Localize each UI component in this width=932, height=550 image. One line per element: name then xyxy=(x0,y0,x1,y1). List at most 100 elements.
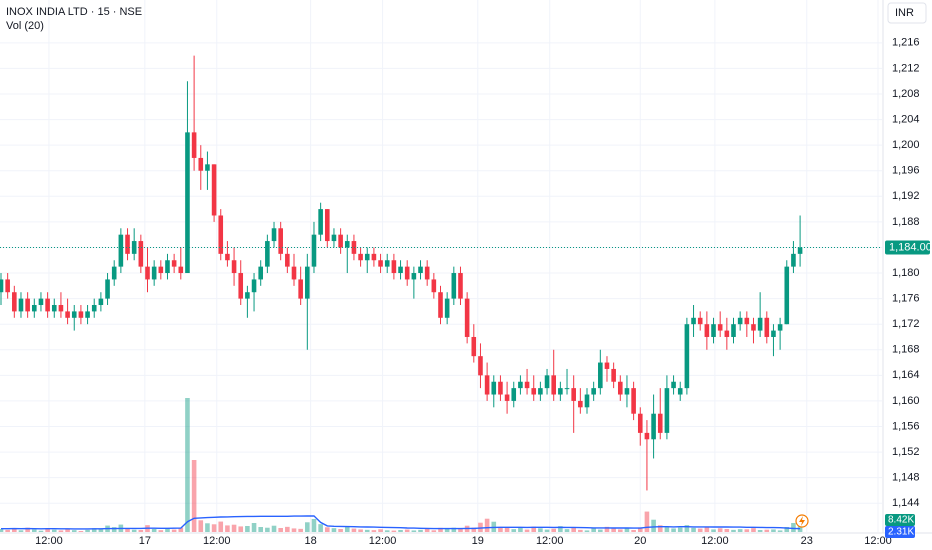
volume-title: Vol (20) xyxy=(6,20,44,32)
y-tick-label: 1,144 xyxy=(892,497,920,509)
candle-body xyxy=(51,305,57,312)
volume-bar xyxy=(138,530,144,532)
volume-bar xyxy=(424,528,430,532)
volume-bar xyxy=(151,529,157,532)
axes: 1,144 1,148 1,152 1,156 1,160 1,164 1,168 1,172… xyxy=(35,37,932,547)
volume-bar xyxy=(231,524,237,532)
candle-body xyxy=(684,324,690,389)
candle-body xyxy=(651,413,656,440)
y-tick-label: 1,192 xyxy=(892,190,920,202)
candle-body xyxy=(398,266,403,274)
candle-body xyxy=(464,298,470,337)
volume-bar xyxy=(637,527,643,532)
candle-body xyxy=(624,388,630,395)
volume-bar xyxy=(631,530,636,532)
volume-bar xyxy=(578,529,583,532)
volume-bar xyxy=(18,530,24,532)
volume-bar xyxy=(724,529,730,532)
candle-body xyxy=(12,292,17,312)
volume-bar xyxy=(431,530,437,532)
candle-body xyxy=(331,234,337,242)
candle-body xyxy=(504,394,510,401)
volume-bar xyxy=(384,530,390,532)
volume-bar xyxy=(324,527,330,532)
last-volume-ma-box xyxy=(885,525,915,538)
candle-body xyxy=(751,324,756,331)
volume-bar xyxy=(78,531,84,532)
candle-body xyxy=(25,298,30,312)
candle-body xyxy=(564,388,570,390)
candle-body xyxy=(531,388,537,395)
volume-bar xyxy=(344,526,350,532)
candle-body xyxy=(305,266,310,299)
volume-bar xyxy=(518,527,523,532)
candle-body xyxy=(471,336,477,357)
volume-bar xyxy=(271,525,277,532)
candle-body xyxy=(558,388,563,395)
candle-body xyxy=(358,253,363,261)
candle-body xyxy=(498,381,503,395)
candle-body xyxy=(617,381,623,395)
candle-body xyxy=(338,234,343,248)
candle-body xyxy=(91,305,97,312)
currency-label[interactable]: INR xyxy=(895,7,914,19)
volume-bar xyxy=(478,522,483,532)
candle-body xyxy=(578,400,583,408)
volume-bar xyxy=(211,524,217,532)
candle-body xyxy=(637,413,643,433)
volume-bar xyxy=(5,529,10,532)
volume-bar xyxy=(564,529,570,532)
candle-body xyxy=(198,157,204,171)
volume-bar xyxy=(51,529,57,532)
volume-bar xyxy=(358,529,363,532)
volume-bar xyxy=(258,527,264,532)
candle-body xyxy=(631,388,636,414)
volume-bar xyxy=(278,528,283,532)
x-tick-label: 12:00 xyxy=(35,535,63,547)
x-tick-label: 12:00 xyxy=(864,535,892,547)
volume-bar xyxy=(644,511,650,532)
candle-body xyxy=(145,266,150,280)
candle-body xyxy=(644,432,650,440)
volume-bar xyxy=(737,529,743,532)
volume-bar xyxy=(198,520,204,532)
x-tick-label: 12:00 xyxy=(369,535,397,547)
volume-bar xyxy=(351,528,357,532)
candle-body xyxy=(291,266,297,280)
volume-bar xyxy=(764,529,770,532)
x-tick-label: 12:00 xyxy=(203,535,231,547)
candle-body xyxy=(191,132,197,158)
candle-body xyxy=(178,266,184,274)
candle-body xyxy=(551,375,557,395)
candle-body xyxy=(38,298,44,306)
candle-body xyxy=(604,362,610,369)
candle-body xyxy=(411,273,417,280)
volume-bar xyxy=(71,530,77,532)
volume-bar xyxy=(744,529,750,532)
volume-bar xyxy=(371,530,377,532)
volume-bar xyxy=(657,525,663,532)
candle-body xyxy=(404,266,410,280)
volume-bar xyxy=(444,528,450,532)
candle-body xyxy=(391,260,397,274)
y-tick-label: 1,176 xyxy=(892,293,920,305)
volume-bar xyxy=(91,528,97,532)
volume-bar xyxy=(651,519,656,532)
candle-body xyxy=(544,375,550,389)
volume-bar xyxy=(571,527,576,532)
volume-bar xyxy=(611,528,616,532)
volume-bar xyxy=(364,529,370,532)
volume-bar xyxy=(331,528,337,532)
volume-bar xyxy=(98,529,104,532)
x-tick-label: 23 xyxy=(801,535,813,547)
candle-body xyxy=(318,209,323,235)
y-tick-label: 1,164 xyxy=(892,369,920,381)
candle-body xyxy=(478,356,483,376)
currency-button[interactable] xyxy=(887,2,927,24)
candle-body xyxy=(298,279,303,299)
volume-bar xyxy=(238,526,244,532)
candle-body xyxy=(218,215,224,254)
volume-bar xyxy=(418,529,423,532)
volume-bar xyxy=(285,526,290,532)
